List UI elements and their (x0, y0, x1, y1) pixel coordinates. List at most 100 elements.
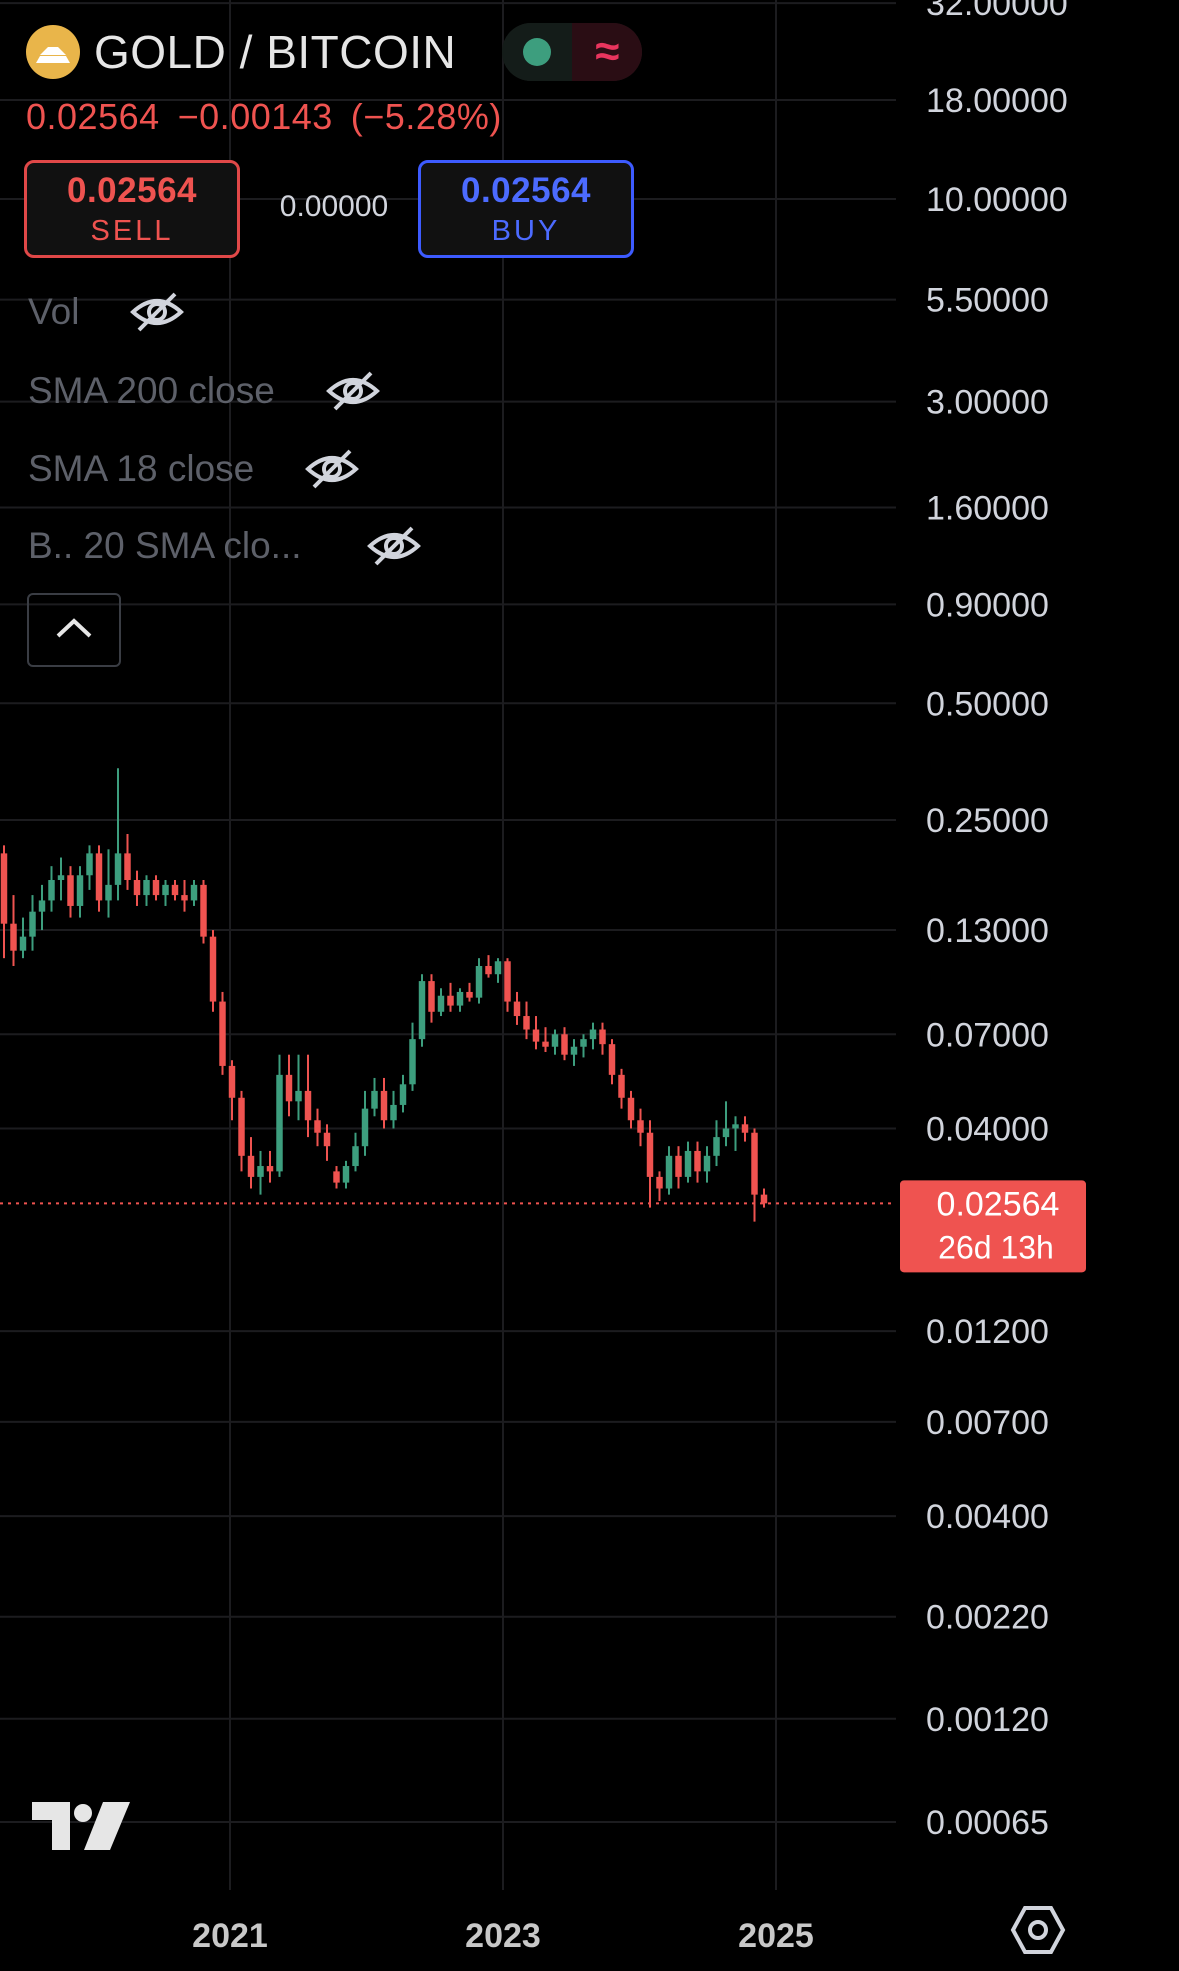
candle-body (67, 875, 74, 906)
candle-body (304, 1090, 312, 1121)
candle (399, 1074, 407, 1113)
candle-body (86, 853, 93, 876)
last-price: 0.02564 (26, 96, 160, 137)
last-price-label: 0.02564 26d 13h (900, 1180, 1086, 1273)
candle (333, 1166, 340, 1189)
candlestick-series (0, 768, 768, 1222)
candle (228, 1060, 236, 1121)
x-tick-label: 2023 (465, 1917, 541, 1955)
candle-body (447, 995, 454, 1006)
candle-body (561, 1034, 568, 1055)
candle-body (76, 875, 84, 906)
candle (694, 1141, 701, 1183)
sell-button[interactable]: 0.02564 SELL (24, 160, 240, 258)
gear-hex-icon[interactable] (1010, 1905, 1066, 1960)
candle-body (428, 981, 435, 1012)
candle (352, 1132, 359, 1172)
candle-body (190, 884, 198, 901)
indicator-label: SMA 200 close (28, 370, 275, 411)
candle (76, 866, 84, 918)
symbol-name[interactable]: GOLD / BITCOIN (94, 26, 457, 78)
sell-price: 0.02564 (66, 170, 198, 210)
candle-body (475, 966, 483, 998)
buy-button[interactable]: 0.02564 BUY (418, 160, 634, 258)
candle-body (665, 1155, 673, 1189)
candle-body (361, 1108, 369, 1147)
candle-body (171, 884, 179, 896)
candle-body (399, 1084, 407, 1105)
candle (428, 974, 435, 1023)
candle (67, 866, 74, 918)
candle-body (371, 1090, 378, 1109)
candle-body (418, 981, 426, 1040)
wave-icon: ≈ (572, 23, 643, 81)
candle (342, 1160, 350, 1189)
gold-logo-icon (26, 25, 80, 79)
candle (95, 845, 103, 912)
tradingview-logo[interactable] (30, 1800, 132, 1857)
y-tick-label: 0.00700 (926, 1404, 1049, 1442)
buy-label: BUY (491, 214, 561, 247)
y-tick-label: 10.00000 (926, 181, 1068, 219)
candle-body (409, 1039, 416, 1085)
eye-off-icon[interactable] (129, 290, 185, 334)
y-tick-label: 0.25000 (926, 802, 1049, 840)
price-axis[interactable]: 32.00000 18.00000 10.00000 5.50000 3.00000 1.… (926, 0, 1068, 1842)
candle-body (200, 884, 207, 937)
candle-body (456, 991, 464, 1006)
candle-body (342, 1166, 350, 1183)
candle (599, 1022, 606, 1055)
candle-body (380, 1090, 388, 1121)
candle-body (266, 1166, 274, 1172)
eye-off-icon[interactable] (325, 369, 381, 413)
candle (133, 870, 141, 906)
candle-body (542, 1041, 549, 1047)
candle-body (437, 995, 445, 1012)
eye-off-icon[interactable] (366, 524, 422, 568)
candle (181, 880, 188, 912)
y-tick-label: 32.00000 (926, 0, 1068, 23)
candle-body (57, 875, 65, 881)
price-row: 0.02564 −0.00143 (−5.28%) (26, 96, 520, 138)
time-axis[interactable]: 2021 2023 2025 (192, 1917, 814, 1955)
candle-body (627, 1097, 635, 1121)
status-pill[interactable]: ≈ (502, 23, 643, 81)
candle (323, 1124, 331, 1161)
candle-body (295, 1090, 302, 1102)
candle (380, 1077, 388, 1129)
candle-body (390, 1104, 397, 1121)
candle (542, 1027, 549, 1052)
bar-countdown: 26d 13h (938, 1229, 1054, 1265)
collapse-indicators-button[interactable] (27, 593, 121, 667)
candle (114, 768, 122, 901)
candle (361, 1090, 369, 1156)
candle-body (29, 911, 36, 937)
green-dot-icon (523, 38, 552, 66)
candle-body (504, 961, 511, 1002)
indicator-sma200[interactable]: SMA 200 close (28, 369, 381, 413)
indicator-sma18[interactable]: SMA 18 close (28, 447, 360, 491)
candle-body (675, 1155, 682, 1177)
y-tick-label: 18.00000 (926, 82, 1068, 120)
candle (523, 1001, 530, 1040)
y-tick-label: 0.00220 (926, 1599, 1049, 1637)
candle (532, 1016, 540, 1050)
candle-body (105, 884, 112, 901)
candle (152, 875, 160, 901)
candle-body (551, 1034, 559, 1047)
candle (589, 1022, 597, 1050)
candle (266, 1150, 274, 1183)
candle-body (760, 1194, 768, 1204)
y-tick-label: 3.00000 (926, 384, 1049, 422)
indicator-bb20[interactable]: B.. 20 SMA clo... (28, 524, 422, 568)
candle-body (38, 900, 46, 912)
eye-off-icon[interactable] (304, 447, 360, 491)
candle (10, 895, 17, 967)
candle-body (114, 853, 122, 885)
candle-body (352, 1146, 359, 1167)
candle (238, 1090, 245, 1172)
candle-body (656, 1176, 663, 1189)
candle-body (48, 880, 55, 901)
indicator-vol[interactable]: Vol (28, 290, 185, 334)
